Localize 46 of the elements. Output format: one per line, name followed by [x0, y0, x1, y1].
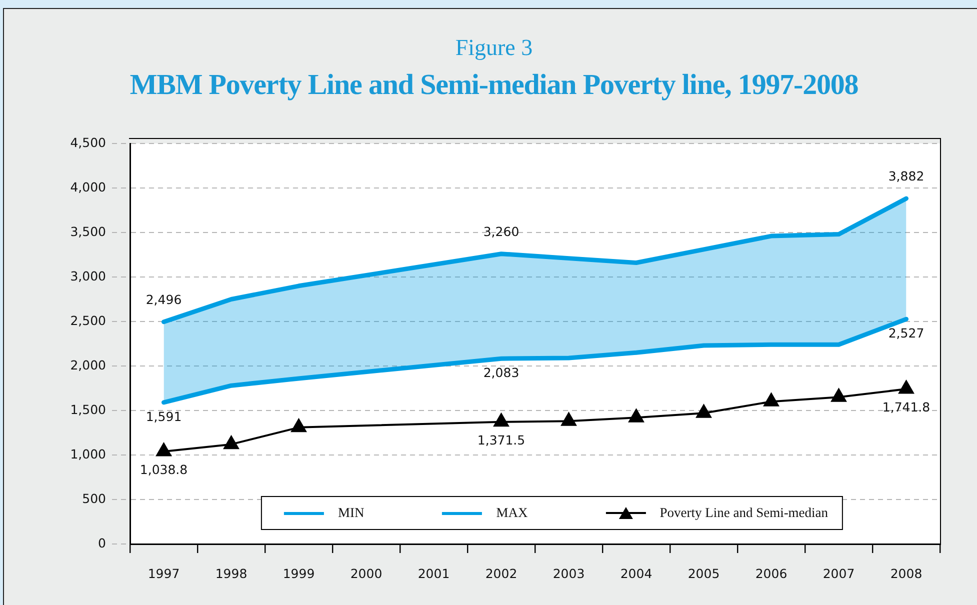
- x-tick-label: 2007: [822, 566, 855, 581]
- point: [628, 409, 644, 422]
- data-label: 1,371.5: [477, 432, 526, 448]
- point: [224, 436, 239, 450]
- x-tick-label: 2008: [890, 566, 922, 581]
- legend-label: Poverty Line and Semi-median: [660, 505, 828, 521]
- x-tick-label: 2001: [418, 566, 450, 581]
- legend-label: MAX: [496, 505, 528, 521]
- y-tick-label: 3,000: [70, 268, 106, 284]
- x-tick-label: 1998: [215, 566, 248, 581]
- x-tick-label: 2000: [350, 566, 382, 581]
- x-tick-label: 1997: [148, 566, 180, 581]
- point: [898, 380, 914, 394]
- chart-subtitle: Figure 3: [454, 34, 534, 62]
- data-label: 2,496: [146, 292, 182, 307]
- x-tick-label: 2004: [620, 566, 652, 581]
- data-label: 1,038.8: [140, 462, 188, 478]
- point: [561, 412, 576, 426]
- x-tick-label: 1999: [282, 566, 315, 581]
- chart-title: MBM Poverty Line and Semi-median Poverty line, 1997-2008: [128, 68, 860, 102]
- y-tick-label: 1,000: [70, 446, 106, 462]
- y-tick-label: 2,000: [70, 357, 106, 372]
- x-tick-label: 2005: [688, 566, 720, 581]
- data-label: 3,882: [888, 168, 924, 184]
- y-tick-label: 1,500: [70, 402, 106, 417]
- data-label: 2,083: [483, 365, 520, 380]
- y-tick-label: 500: [82, 490, 106, 506]
- y-tick-label: 2,500: [70, 312, 106, 328]
- legend-label: MIN: [338, 505, 364, 521]
- y-tick-label: 0: [98, 535, 106, 550]
- x-tick-label: 2003: [552, 566, 585, 581]
- y-tick-label: 4,500: [70, 134, 106, 150]
- x-tick-label: 2002: [485, 566, 518, 581]
- point: [291, 418, 306, 432]
- point: [696, 404, 712, 418]
- point: [494, 413, 509, 427]
- data-label: 3,260: [483, 224, 520, 239]
- data-label: 2,527: [888, 326, 924, 341]
- point: [831, 388, 846, 402]
- data-label: 1,591: [146, 408, 182, 424]
- x-tick-label: 2006: [755, 566, 788, 581]
- y-tick-label: 3,500: [70, 224, 106, 239]
- data-label: 1,741.8: [882, 399, 930, 414]
- point: [156, 443, 172, 456]
- y-tick-label: 4,000: [70, 179, 106, 194]
- point: [764, 393, 779, 406]
